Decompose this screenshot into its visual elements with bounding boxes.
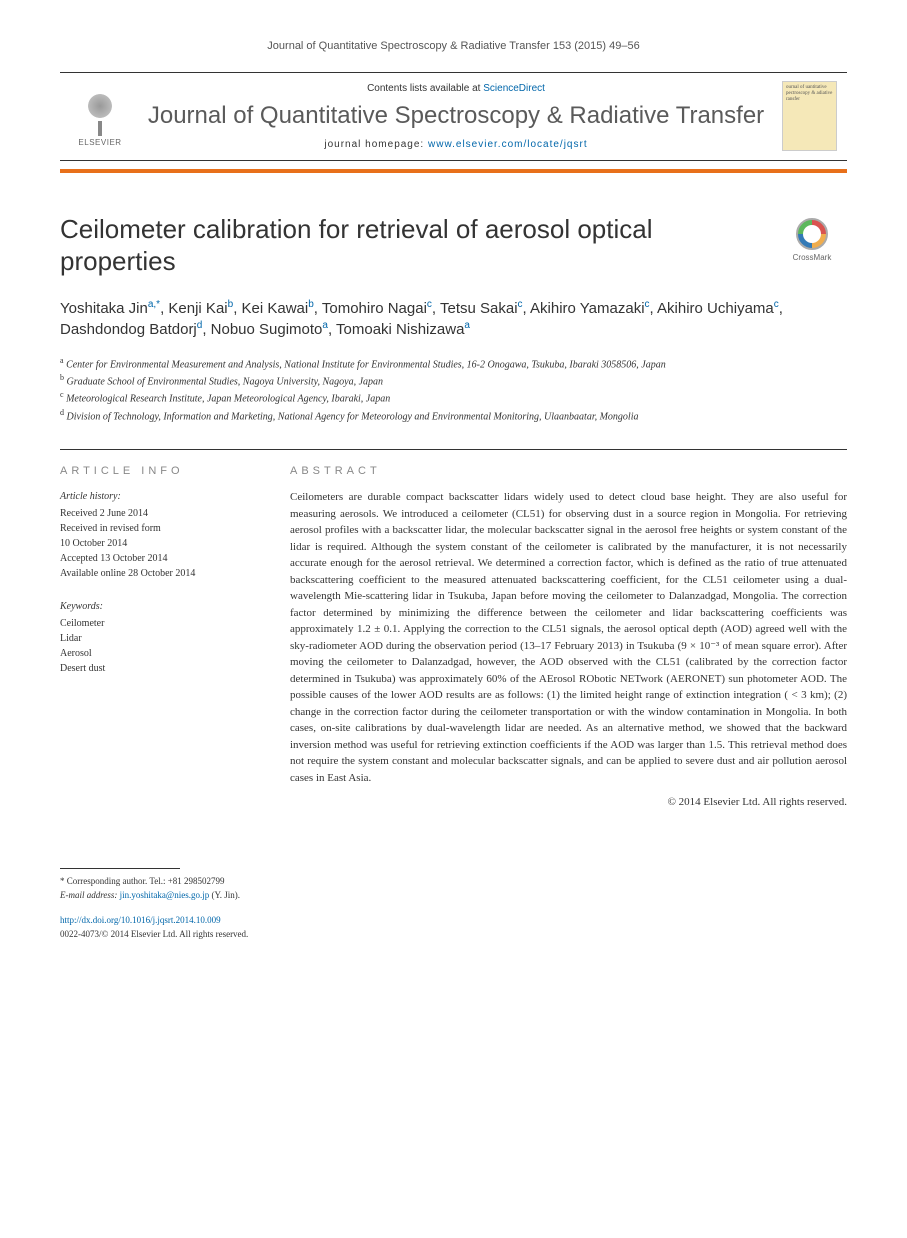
keyword-line: Aerosol	[60, 646, 260, 661]
publisher-name: ELSEVIER	[78, 138, 121, 147]
keyword-line: Lidar	[60, 631, 260, 646]
publisher-logo-block: ELSEVIER	[60, 73, 140, 160]
keyword-line: Desert dust	[60, 661, 260, 676]
doi-block: http://dx.doi.org/10.1016/j.jqsrt.2014.1…	[60, 914, 847, 941]
issn-copyright-line: 0022-4073/© 2014 Elsevier Ltd. All right…	[60, 928, 847, 942]
doi-link[interactable]: http://dx.doi.org/10.1016/j.jqsrt.2014.1…	[60, 915, 221, 925]
homepage-prefix: journal homepage:	[324, 139, 428, 150]
crossmark-badge[interactable]: CrossMark	[777, 218, 847, 262]
running-header: Journal of Quantitative Spectroscopy & R…	[60, 40, 847, 52]
affiliation-line: a Center for Environmental Measurement a…	[60, 355, 847, 372]
journal-name: Journal of Quantitative Spectroscopy & R…	[140, 102, 772, 131]
corresponding-author-block: * Corresponding author. Tel.: +81 298502…	[60, 875, 847, 902]
affiliation-line: c Meteorological Research Institute, Jap…	[60, 389, 847, 406]
corresponding-tel: +81 298502799	[168, 876, 225, 886]
affiliation-line: b Graduate School of Environmental Studi…	[60, 372, 847, 389]
abstract-heading: abstract	[290, 465, 847, 477]
abstract-text: Ceilometers are durable compact backscat…	[290, 489, 847, 786]
abstract-column: abstract Ceilometers are durable compact…	[290, 465, 847, 808]
section-divider	[60, 449, 847, 450]
history-line: Available online 28 October 2014	[60, 566, 260, 581]
article-title: Ceilometer calibration for retrieval of …	[60, 213, 757, 278]
corresponding-email-link[interactable]: jin.yoshitaka@nies.go.jp	[120, 890, 210, 900]
history-subheading: Article history:	[60, 489, 260, 504]
keywords-subheading: Keywords:	[60, 599, 260, 614]
corresponding-prefix: * Corresponding author. Tel.:	[60, 876, 168, 886]
orange-accent-bar	[60, 169, 847, 173]
history-line: Received 2 June 2014	[60, 506, 260, 521]
history-line: 10 October 2014	[60, 536, 260, 551]
article-history-block: Article history: Received 2 June 2014Rec…	[60, 489, 260, 581]
journal-homepage-link[interactable]: www.elsevier.com/locate/jqsrt	[428, 139, 588, 150]
email-label: E-mail address:	[60, 890, 120, 900]
history-line: Accepted 13 October 2014	[60, 551, 260, 566]
email-author-name: (Y. Jin).	[209, 890, 240, 900]
elsevier-tree-icon	[75, 86, 125, 136]
masthead-right: ournal of uantitative pectroscopy & adia…	[772, 73, 847, 160]
journal-masthead: ELSEVIER Contents lists available at Sci…	[60, 72, 847, 161]
keywords-block: Keywords: CeilometerLidarAerosolDesert d…	[60, 599, 260, 676]
abstract-copyright: © 2014 Elsevier Ltd. All rights reserved…	[290, 796, 847, 808]
elsevier-logo: ELSEVIER	[73, 84, 128, 149]
affiliations-block: a Center for Environmental Measurement a…	[60, 355, 847, 424]
contents-prefix: Contents lists available at	[367, 83, 483, 94]
keyword-line: Ceilometer	[60, 616, 260, 631]
sciencedirect-link[interactable]: ScienceDirect	[483, 83, 545, 94]
author-list: Yoshitaka Jina,*, Kenji Kaib, Kei Kawaib…	[60, 298, 847, 340]
crossmark-label: CrossMark	[793, 253, 832, 262]
footer-divider	[60, 868, 180, 869]
affiliation-line: d Division of Technology, Information an…	[60, 407, 847, 424]
crossmark-icon	[796, 218, 828, 250]
masthead-center: Contents lists available at ScienceDirec…	[140, 73, 772, 160]
journal-cover-thumbnail: ournal of uantitative pectroscopy & adia…	[782, 81, 837, 151]
journal-homepage-line: journal homepage: www.elsevier.com/locat…	[140, 139, 772, 150]
contents-available-line: Contents lists available at ScienceDirec…	[140, 83, 772, 94]
article-info-column: article info Article history: Received 2…	[60, 465, 260, 808]
history-line: Received in revised form	[60, 521, 260, 536]
article-info-heading: article info	[60, 465, 260, 477]
